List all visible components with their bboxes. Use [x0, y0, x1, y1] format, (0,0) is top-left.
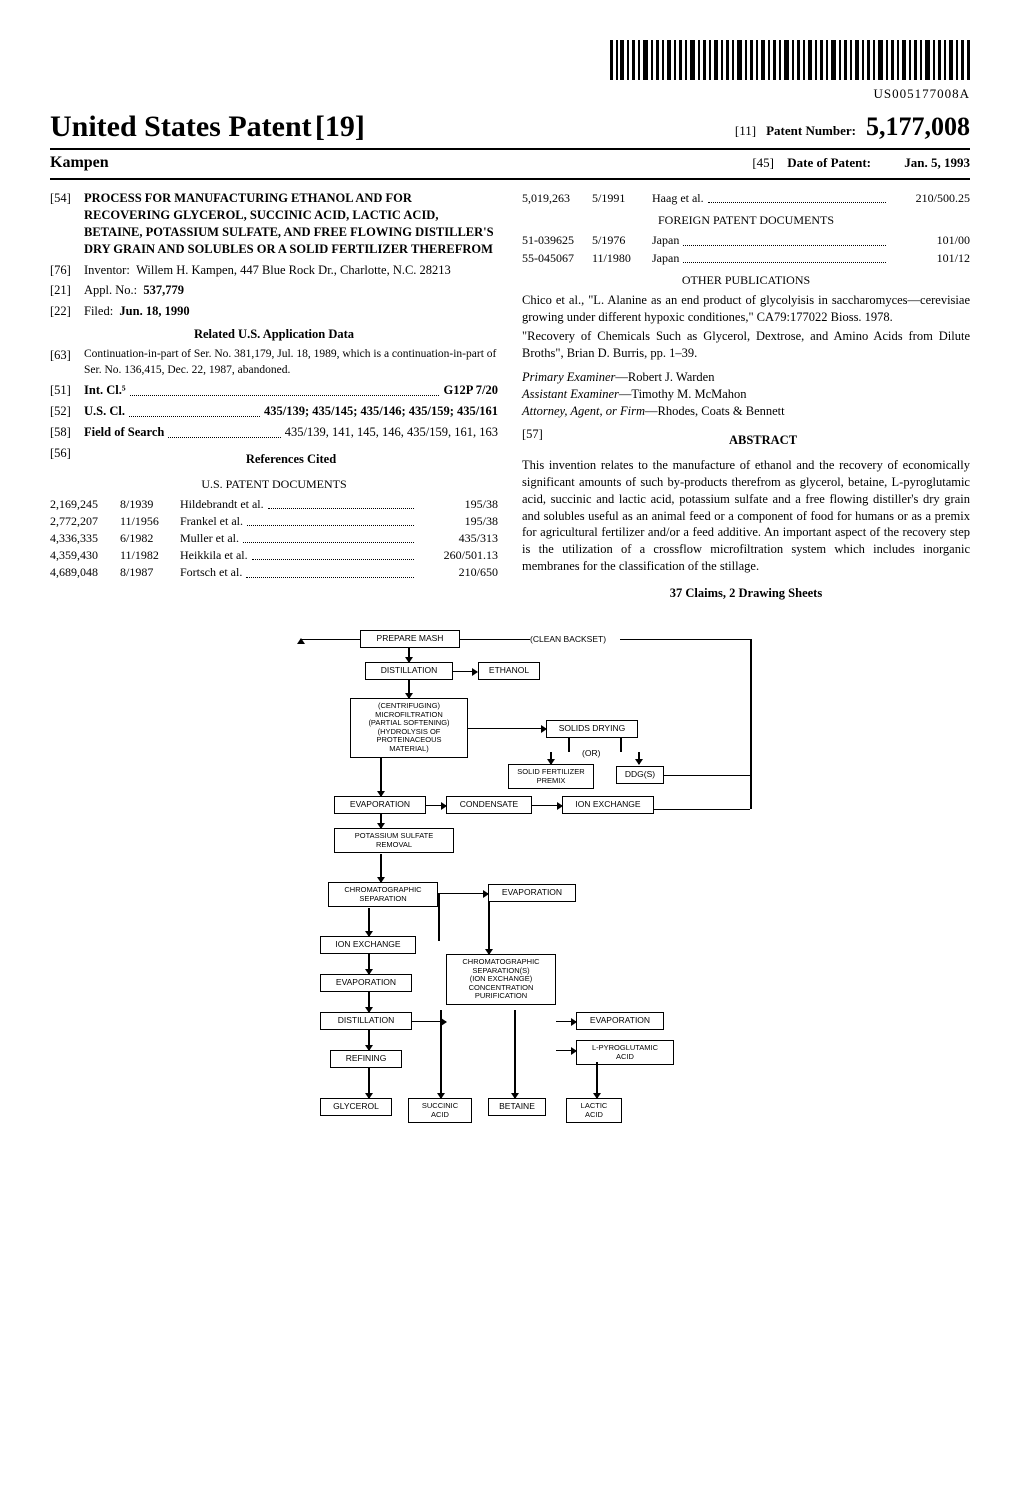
- inventor-tag: [76]: [50, 262, 84, 279]
- right-column: 5,019,2635/1991Haag et al.210/500.25 FOR…: [522, 190, 970, 602]
- appl-value: 537,779: [143, 283, 184, 297]
- appl-tag: [21]: [50, 282, 84, 299]
- refs-tag: [56]: [50, 445, 84, 472]
- intcl-label: Int. Cl.⁵: [84, 382, 126, 399]
- box-ion-exchange-2: ION EXCHANGE: [320, 936, 416, 954]
- filed-value: Jun. 18, 1990: [119, 304, 189, 318]
- attorney-value: —Rhodes, Coats & Bennett: [645, 404, 785, 418]
- box-prepare-mash: PREPARE MASH: [360, 630, 460, 648]
- box-succinic: SUCCINIC ACID: [408, 1098, 472, 1123]
- box-betaine: BETAINE: [488, 1098, 546, 1116]
- inventor-value: Willem H. Kampen, 447 Blue Rock Dr., Cha…: [136, 263, 451, 277]
- inventor-surname: Kampen: [50, 154, 109, 172]
- attorney-label: Attorney, Agent, or Firm: [522, 404, 645, 418]
- date-bracket: [45]: [752, 155, 774, 170]
- box-evaporation-4: EVAPORATION: [576, 1012, 664, 1030]
- title-bracket: [19]: [315, 110, 365, 143]
- reference-row: 51-0396255/1976Japan101/00: [522, 232, 970, 248]
- intcl-tag: [51]: [50, 382, 84, 399]
- box-refining: REFINING: [330, 1050, 402, 1068]
- box-evaporation-3: EVAPORATION: [320, 974, 412, 992]
- box-lactic: LACTIC ACID: [566, 1098, 622, 1123]
- field-label: Field of Search: [84, 424, 164, 441]
- inventor-label: Inventor:: [84, 263, 130, 277]
- reference-row: 55-04506711/1980Japan101/12: [522, 250, 970, 266]
- reference-row: 4,359,43011/1982Heikkila et al.260/501.1…: [50, 547, 498, 563]
- patent-number: 5,177,008: [866, 112, 970, 142]
- box-ethanol: ETHANOL: [478, 662, 540, 680]
- uscl-label: U.S. Cl.: [84, 403, 125, 420]
- refs-head: References Cited: [84, 451, 498, 468]
- barcode-graphic: [50, 40, 970, 84]
- box-microfiltration: (CENTRIFUGING) MICROFILTRATION (PARTIAL …: [350, 698, 468, 758]
- title-tag: [54]: [50, 190, 84, 258]
- reference-row: 2,169,2458/1939Hildebrandt et al.195/38: [50, 496, 498, 512]
- appl-label: Appl. No.:: [84, 283, 137, 297]
- foreign-docs-list: 51-0396255/1976Japan101/00 55-04506711/19…: [522, 232, 970, 265]
- box-evaporation-2: EVAPORATION: [488, 884, 576, 902]
- box-solids-drying: SOLIDS DRYING: [546, 720, 638, 738]
- reference-row: 4,336,3356/1982Muller et al.435/313: [50, 530, 498, 546]
- filed-label: Filed:: [84, 304, 113, 318]
- other-head: OTHER PUBLICATIONS: [522, 272, 970, 288]
- invention-title: PROCESS FOR MANUFACTURING ETHANOL AND FO…: [84, 190, 498, 258]
- box-distillation-1: DISTILLATION: [365, 662, 453, 680]
- reference-row: 5,019,2635/1991Haag et al.210/500.25: [522, 190, 970, 206]
- barcode-number: US005177008A: [50, 86, 970, 102]
- other-pub-1: Chico et al., "L. Alanine as an end prod…: [522, 292, 970, 326]
- us-docs-head: U.S. PATENT DOCUMENTS: [50, 476, 498, 492]
- uscl-tag: [52]: [50, 403, 84, 420]
- box-potassium: POTASSIUM SULFATE REMOVAL: [334, 828, 454, 853]
- abstract-head: ABSTRACT: [556, 432, 970, 449]
- process-flowchart: PREPARE MASH (CLEAN BACKSET) DISTILLATIO…: [250, 630, 770, 1200]
- patent-number-label: Patent Number:: [766, 123, 856, 139]
- foreign-head: FOREIGN PATENT DOCUMENTS: [522, 212, 970, 228]
- box-chromatographic-1: CHROMATOGRAPHIC SEPARATION: [328, 882, 438, 907]
- box-chromatographic-2: CHROMATOGRAPHIC SEPARATION(S) (ION EXCHA…: [446, 954, 556, 1005]
- primary-value: —Robert J. Warden: [615, 370, 714, 384]
- box-ion-exchange-1: ION EXCHANGE: [562, 796, 654, 814]
- primary-label: Primary Examiner: [522, 370, 615, 384]
- field-tag: [58]: [50, 424, 84, 441]
- box-glycerol: GLYCEROL: [320, 1098, 392, 1116]
- left-column: [54] PROCESS FOR MANUFACTURING ETHANOL A…: [50, 190, 498, 602]
- patent-doc-title: United States Patent: [50, 110, 312, 143]
- intcl-value: G12P 7/20: [443, 382, 498, 399]
- assistant-label: Assistant Examiner: [522, 387, 619, 401]
- reference-row: 4,689,0488/1987Fortsch et al.210/650: [50, 564, 498, 580]
- abstract-tag: [57]: [522, 426, 556, 453]
- box-condensate: CONDENSATE: [446, 796, 532, 814]
- date-value: Jan. 5, 1993: [904, 155, 970, 170]
- label-clean-backset: (CLEAN BACKSET): [530, 634, 606, 644]
- box-evaporation-1: EVAPORATION: [334, 796, 426, 814]
- claims-line: 37 Claims, 2 Drawing Sheets: [522, 585, 970, 602]
- related-head: Related U.S. Application Data: [50, 326, 498, 343]
- abstract-text: This invention relates to the manufactur…: [522, 457, 970, 575]
- box-distillation-2: DISTILLATION: [320, 1012, 412, 1030]
- filed-tag: [22]: [50, 303, 84, 320]
- date-label: Date of Patent:: [787, 155, 871, 170]
- other-pub-2: "Recovery of Chemicals Such as Glycerol,…: [522, 328, 970, 362]
- us-docs-list: 2,169,2458/1939Hildebrandt et al.195/382…: [50, 496, 498, 581]
- label-or: (OR): [582, 748, 600, 758]
- patent-number-bracket: [11]: [735, 123, 756, 139]
- related-text: Continuation-in-part of Ser. No. 381,179…: [84, 347, 498, 378]
- related-tag: [63]: [50, 347, 84, 378]
- assistant-value: —Timothy M. McMahon: [619, 387, 747, 401]
- uscl-value: 435/139; 435/145; 435/146; 435/159; 435/…: [264, 404, 498, 418]
- us-docs-cont: 5,019,2635/1991Haag et al.210/500.25: [522, 190, 970, 206]
- box-ddgs: DDG(S): [616, 766, 664, 784]
- field-value: 435/139, 141, 145, 146, 435/159, 161, 16…: [285, 424, 498, 441]
- reference-row: 2,772,20711/1956Frankel et al.195/38: [50, 513, 498, 529]
- box-solid-fertilizer: SOLID FERTILIZER PREMIX: [508, 764, 594, 789]
- box-lpyroglutamic: L-PYROGLUTAMIC ACID: [576, 1040, 674, 1065]
